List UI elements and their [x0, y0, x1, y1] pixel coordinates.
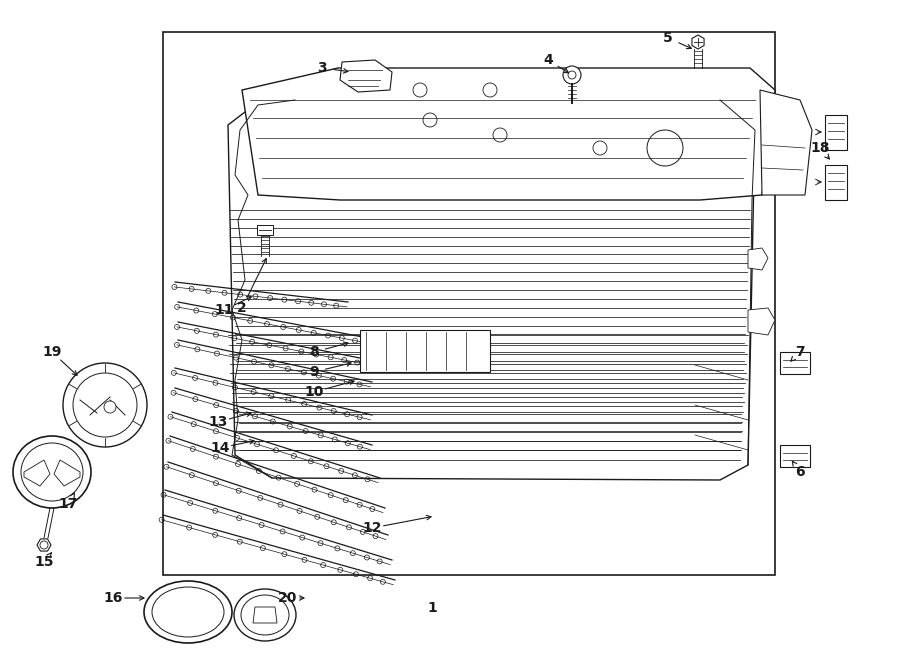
Polygon shape [37, 539, 51, 551]
Text: 1: 1 [428, 601, 436, 615]
Bar [825, 115, 847, 150]
Text: 14: 14 [211, 441, 230, 455]
Circle shape [63, 363, 147, 447]
Text: 15: 15 [34, 555, 54, 569]
Bar [163, 32, 775, 575]
Text: 17: 17 [58, 497, 77, 511]
Polygon shape [257, 225, 273, 235]
Text: 5: 5 [663, 31, 673, 45]
Text: 8: 8 [309, 345, 319, 359]
Bar [825, 165, 847, 200]
Text: 19: 19 [42, 345, 62, 359]
Bar [360, 330, 490, 372]
Text: 9: 9 [310, 365, 319, 379]
Text: 2: 2 [237, 301, 247, 315]
Ellipse shape [144, 581, 232, 643]
Polygon shape [228, 100, 755, 480]
Polygon shape [692, 35, 704, 49]
Text: 20: 20 [278, 591, 298, 605]
Text: 13: 13 [208, 415, 228, 429]
Text: 6: 6 [796, 465, 805, 479]
Text: 7: 7 [796, 345, 805, 359]
Text: 12: 12 [362, 521, 382, 535]
Bar [780, 445, 810, 467]
Text: 16: 16 [104, 591, 122, 605]
Ellipse shape [13, 436, 91, 508]
Bar [780, 352, 810, 374]
Circle shape [104, 401, 116, 413]
Polygon shape [760, 90, 812, 195]
Text: 4: 4 [543, 53, 553, 67]
Polygon shape [242, 68, 775, 200]
Text: 3: 3 [317, 61, 327, 75]
Polygon shape [340, 60, 392, 92]
Polygon shape [748, 308, 775, 335]
Ellipse shape [234, 589, 296, 641]
Circle shape [563, 66, 581, 84]
Text: 10: 10 [304, 385, 324, 399]
Polygon shape [748, 248, 768, 270]
Text: 18: 18 [810, 141, 830, 155]
Text: 11: 11 [214, 303, 234, 317]
